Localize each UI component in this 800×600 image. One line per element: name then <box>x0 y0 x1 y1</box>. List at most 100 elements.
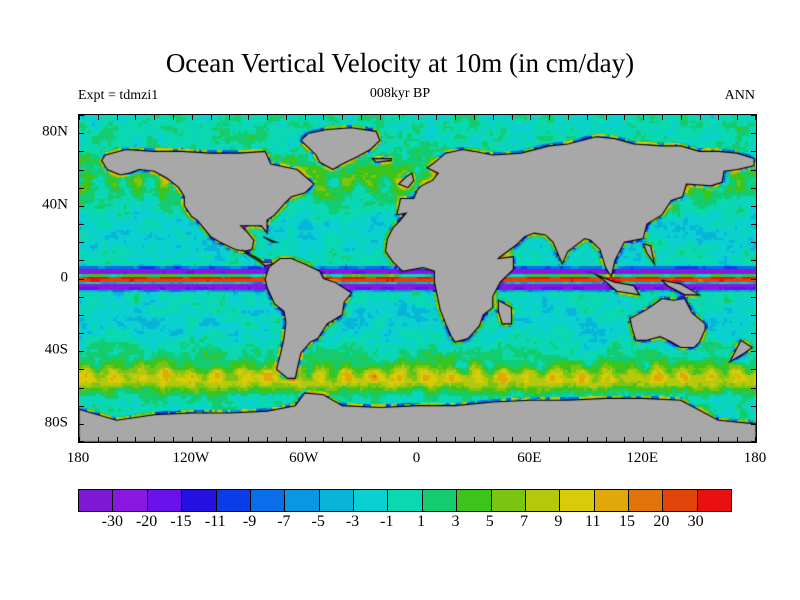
axis-tick <box>549 437 551 442</box>
colorbar-tick-labels: -30 -20 -15 -11 -9 -7 -5 -3 -1 1 3 5 7 9 11 15 20 30 <box>78 512 730 534</box>
colorbar-cell <box>422 490 458 511</box>
axis-tick <box>436 115 438 120</box>
y-axis-tick-label: 80N <box>42 123 68 140</box>
map-plot-area <box>78 114 757 443</box>
axis-tick <box>79 205 84 207</box>
x-axis-tick-label: 120W <box>172 450 210 466</box>
colorbar-tick-label: 20 <box>653 513 670 530</box>
colorbar-cell <box>663 490 698 511</box>
colorbar-tick-label: 7 <box>520 513 529 530</box>
axis-tick <box>718 115 720 120</box>
colorbar-cell <box>629 490 664 511</box>
axis-tick <box>342 115 344 120</box>
axis-tick <box>323 437 325 442</box>
axis-tick <box>530 115 532 120</box>
axis-tick <box>473 437 475 442</box>
axis-tick <box>751 205 756 207</box>
axis-tick <box>79 151 84 153</box>
axis-tick <box>79 115 84 116</box>
axis-tick <box>79 278 84 280</box>
axis-tick <box>79 437 80 442</box>
axis-tick <box>751 387 756 389</box>
colorbar-tick-label: -11 <box>204 513 226 530</box>
axis-tick <box>643 115 645 120</box>
axis-tick <box>751 441 756 442</box>
axis-tick <box>79 296 84 298</box>
x-axis-tick-label: 180 <box>743 450 767 466</box>
colorbar-tick-label: -7 <box>277 513 291 530</box>
season-label: ANN <box>724 88 755 103</box>
colorbar-cell <box>147 490 183 511</box>
axis-tick <box>79 187 84 189</box>
axis-tick <box>455 115 457 120</box>
axis-tick <box>661 437 663 442</box>
axis-tick <box>755 437 756 442</box>
axis-tick <box>751 296 756 298</box>
page-title: Ocean Vertical Velocity at 10m (in cm/da… <box>165 48 635 78</box>
axis-tick <box>97 437 99 442</box>
axis-tick <box>751 369 756 371</box>
axis-tick <box>511 115 513 120</box>
axis-tick <box>285 437 287 442</box>
axis-tick <box>751 278 756 280</box>
axis-tick <box>567 437 569 442</box>
axis-tick <box>379 437 381 442</box>
colorbar-cell <box>182 490 217 511</box>
axis-tick <box>79 369 84 371</box>
axis-tick <box>751 151 756 153</box>
axis-tick <box>79 115 80 120</box>
colorbar <box>78 489 732 512</box>
axis-tick <box>79 224 84 225</box>
colorbar-tick-label: -15 <box>170 513 192 530</box>
axis-tick <box>624 115 626 120</box>
axis-tick <box>361 437 363 442</box>
y-axis-tick-label: 40S <box>44 341 68 358</box>
axis-tick <box>379 115 381 120</box>
axis-tick <box>79 351 84 353</box>
axis-tick <box>417 437 419 442</box>
axis-tick <box>248 437 250 442</box>
axis-tick <box>342 437 344 442</box>
axis-tick <box>79 441 84 442</box>
axis-tick <box>624 437 626 442</box>
colorbar-cell <box>216 490 251 511</box>
colorbar-cell <box>560 490 595 511</box>
axis-tick <box>154 437 156 442</box>
colorbar-tick-label: 3 <box>451 513 460 530</box>
colorbar-cell <box>354 490 389 511</box>
axis-tick <box>751 115 756 116</box>
axis-tick <box>751 333 756 334</box>
axis-tick <box>737 437 739 442</box>
colorbar-tick-label: -30 <box>101 513 123 530</box>
x-axis-tick-label: 0 <box>412 450 421 466</box>
axis-tick <box>492 115 494 120</box>
experiment-label: Expt = tdmzi1 <box>78 88 159 103</box>
axis-tick <box>751 133 756 135</box>
colorbar-tick-label: -3 <box>345 513 360 530</box>
axis-tick <box>79 242 84 244</box>
axis-tick <box>173 115 175 120</box>
axis-tick <box>116 437 118 442</box>
colorbar-tick-label: -20 <box>135 513 158 530</box>
axis-tick <box>97 115 99 120</box>
x-axis-tick-label: 120E <box>626 450 658 466</box>
x-axis-tick-label: 60E <box>517 450 542 466</box>
axis-tick <box>229 115 231 120</box>
axis-tick <box>605 437 607 442</box>
x-axis-tick-label: 180 <box>66 450 90 466</box>
axis-tick <box>699 115 701 120</box>
axis-tick <box>751 260 756 262</box>
axis-tick <box>751 405 756 407</box>
axis-tick <box>586 437 588 442</box>
colorbar-cell <box>79 490 114 511</box>
axis-tick <box>680 437 682 442</box>
colorbar-cell <box>285 490 320 511</box>
colorbar-cell <box>491 490 526 511</box>
axis-tick <box>511 437 513 442</box>
colorbar-cell <box>457 490 492 511</box>
axis-tick <box>643 437 645 442</box>
axis-tick <box>154 115 156 120</box>
axis-tick <box>191 115 193 120</box>
colorbar-cell <box>250 490 286 511</box>
